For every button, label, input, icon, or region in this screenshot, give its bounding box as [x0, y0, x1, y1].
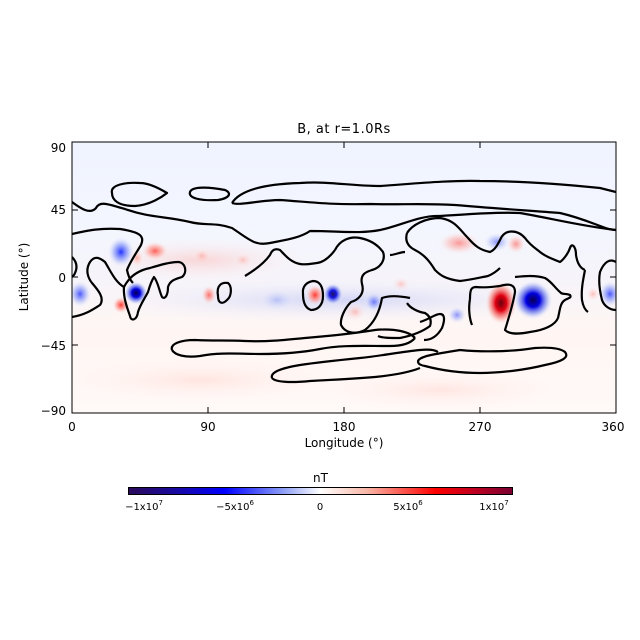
ytick-minus90: −90 — [40, 404, 66, 418]
xtick-360: 360 — [601, 420, 625, 434]
colorbar-tick: −5x106 — [216, 499, 254, 513]
axis-ticks — [72, 142, 616, 413]
xtick-270: 270 — [468, 420, 492, 434]
chart-title: B, at r=1.0Rs — [297, 122, 391, 137]
colorbar-label: nT — [313, 471, 328, 485]
colorbar-tick: −1x107 — [125, 499, 163, 513]
colorbar-tick: 5x106 — [393, 499, 423, 513]
y-axis-label: Latitude (°) — [17, 242, 31, 312]
field-image — [72, 142, 616, 413]
ytick-45: 45 — [50, 203, 66, 217]
ytick-0: 0 — [58, 271, 66, 285]
xtick-0: 0 — [68, 420, 76, 434]
ytick-minus45: −45 — [40, 339, 66, 353]
colorbar — [128, 487, 513, 495]
ytick-90: 90 — [50, 141, 66, 155]
colorbar-tick: 1x107 — [479, 499, 509, 513]
colorbar-tick: 0 — [316, 502, 324, 513]
x-axis-label: Longitude (°) — [304, 436, 384, 450]
zero-contours — [72, 179, 616, 384]
xtick-180: 180 — [332, 420, 356, 434]
xtick-90: 90 — [200, 420, 216, 434]
